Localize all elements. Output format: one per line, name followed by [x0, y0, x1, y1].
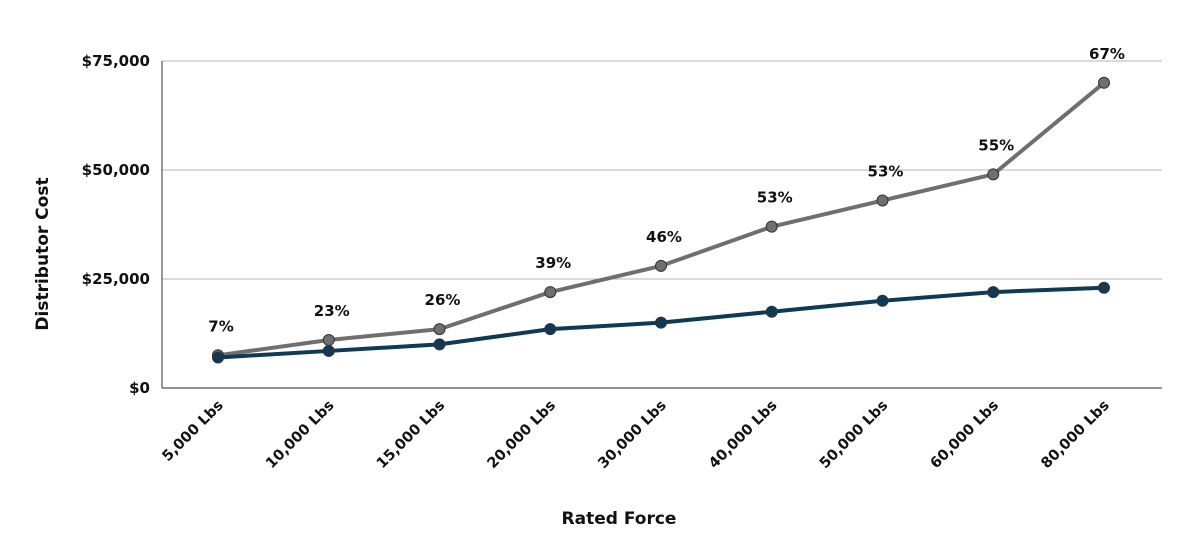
data-label: 26% — [425, 291, 461, 309]
y-tick-label: $75,000 — [82, 52, 150, 70]
x-tick-label: 60,000 Lbs — [928, 398, 1002, 472]
data-label: 46% — [646, 228, 682, 246]
data-point — [987, 286, 1000, 299]
data-label: 55% — [978, 136, 1014, 154]
x-tick-label: 40,000 Lbs — [706, 398, 780, 472]
data-point — [322, 344, 335, 357]
data-point — [433, 323, 446, 336]
x-tick-labels: 5,000 Lbs 10,000 Lbs 15,000 Lbs 20,000 Lbs 3… — [160, 398, 1113, 472]
x-tick-label: 15,000 Lbs — [374, 398, 448, 472]
x-tick-label: 5,000 Lbs — [160, 398, 227, 465]
data-point — [1098, 76, 1110, 89]
axis-layer — [161, 61, 1162, 389]
x-tick-label: 80,000 Lbs — [1038, 398, 1112, 472]
data-point — [876, 194, 889, 207]
y-tick-label: $50,000 — [82, 161, 150, 179]
data-label: 53% — [757, 189, 793, 207]
data-point — [655, 259, 667, 272]
data-point — [765, 305, 778, 318]
y-tick-label: $0 — [129, 379, 150, 397]
data-point — [655, 316, 667, 329]
data-labels: 7% 23% 26% 39% 46% 53% 53% 55% 67% — [208, 45, 1125, 335]
grid-layer — [162, 60, 1162, 280]
data-label: 53% — [868, 163, 904, 181]
data-label: 67% — [1089, 45, 1125, 63]
x-tick-label: 50,000 Lbs — [817, 398, 891, 472]
y-tick-label: $25,000 — [82, 270, 150, 288]
data-point — [987, 168, 1000, 181]
x-tick-label: 20,000 Lbs — [485, 398, 559, 472]
x-tick-label: 10,000 Lbs — [263, 398, 337, 472]
data-point — [544, 323, 557, 336]
data-point — [544, 286, 557, 299]
data-point — [876, 294, 889, 307]
data-label: 39% — [535, 254, 571, 272]
data-point — [1098, 281, 1110, 294]
series-line — [216, 80, 1106, 358]
y-tick-labels: $0 $25,000 $50,000 $75,000 — [82, 52, 150, 397]
data-point — [212, 351, 224, 364]
x-axis-title: Rated Force — [562, 509, 677, 529]
x-tick-label: 30,000 Lbs — [595, 398, 669, 472]
data-point — [765, 220, 778, 233]
y-axis-title: Distributor Cost — [33, 177, 53, 330]
data-point — [433, 338, 446, 351]
data-label: 7% — [208, 317, 233, 335]
data-point — [322, 334, 335, 347]
data-label: 23% — [314, 302, 350, 320]
series-layer — [212, 76, 1110, 364]
